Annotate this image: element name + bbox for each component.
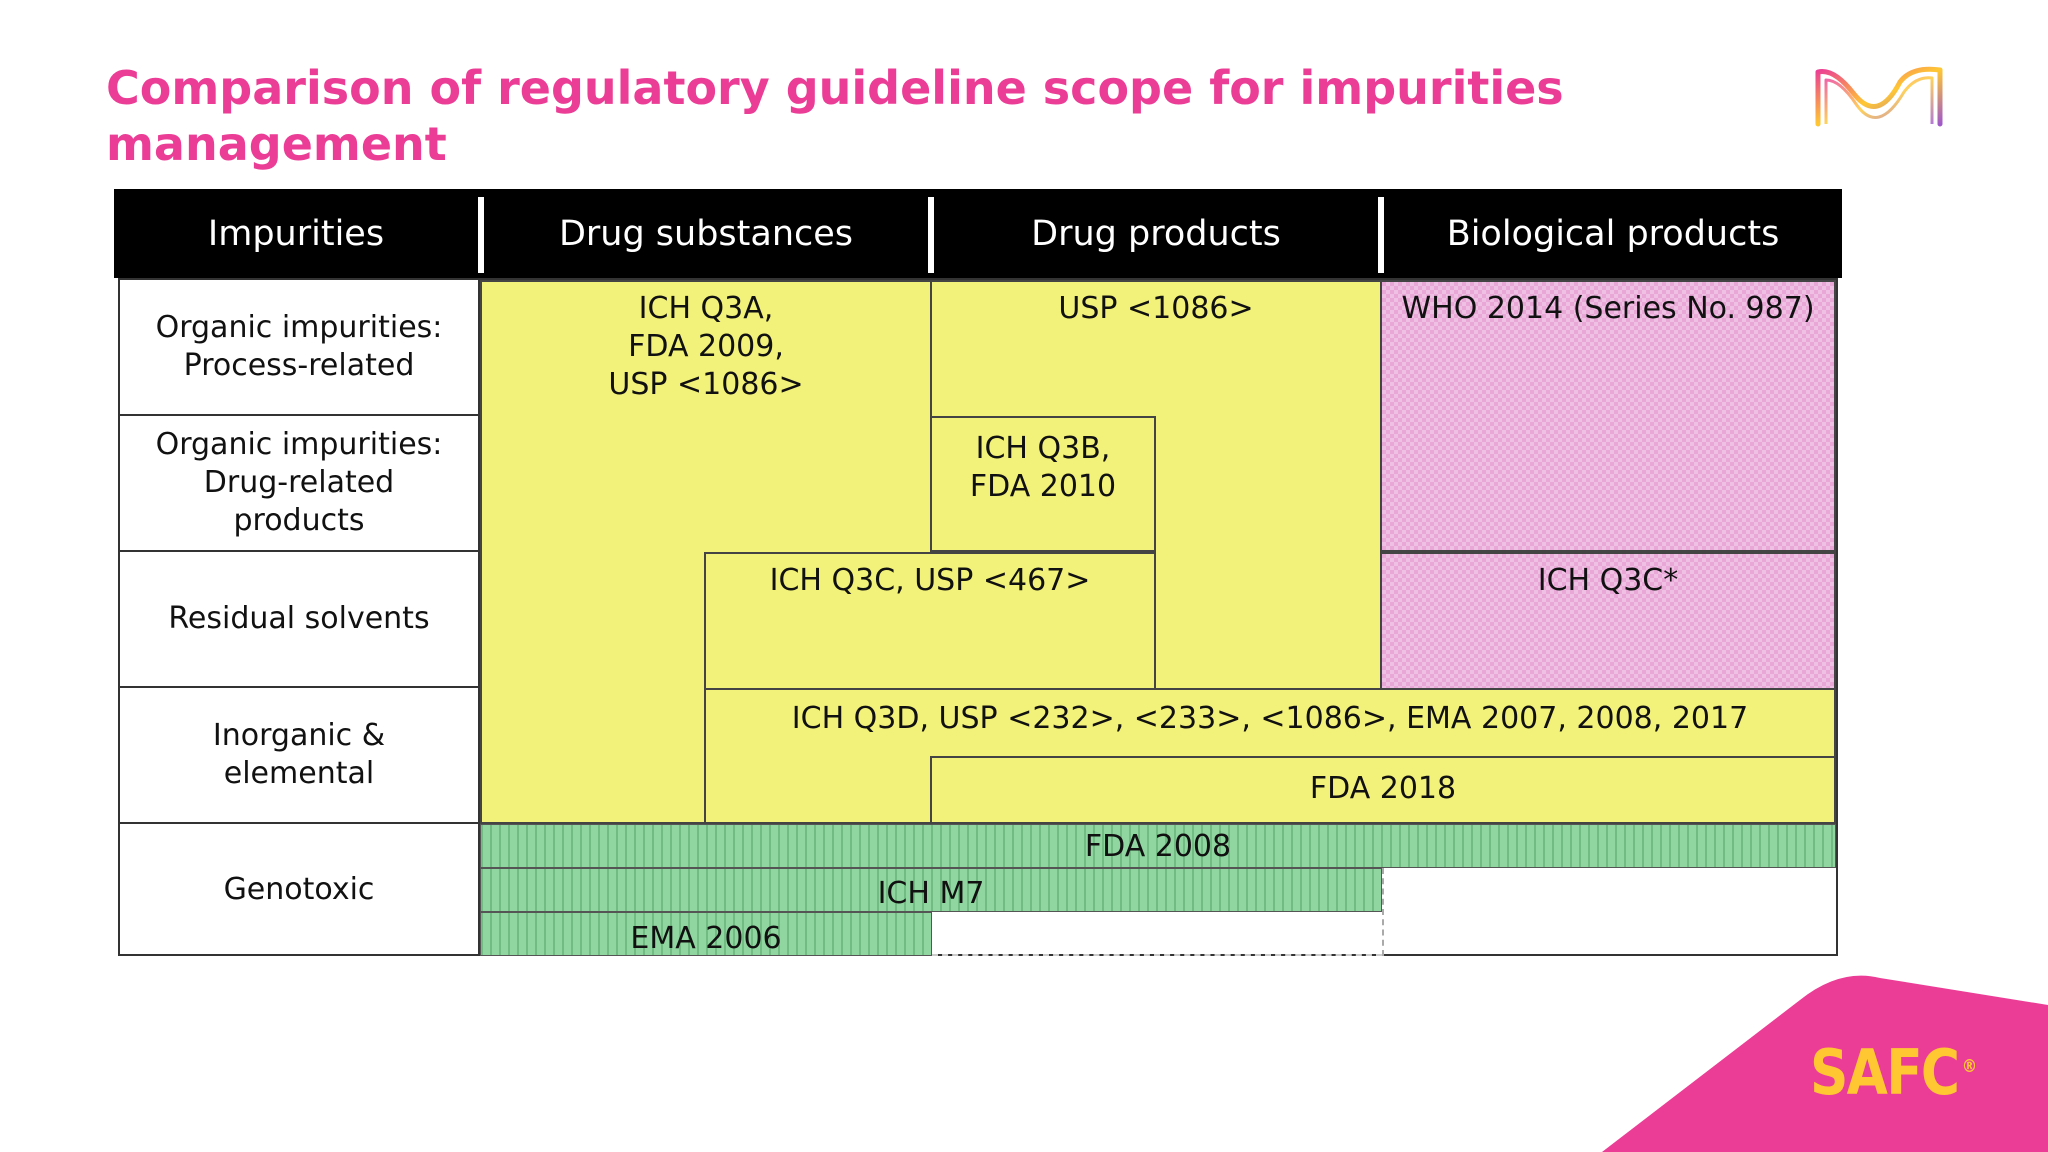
- block-ich-q3d-extension: [704, 756, 932, 824]
- band-fda-2008: FDA 2008: [480, 824, 1836, 868]
- row-label-genotoxic: Genotoxic: [120, 824, 480, 956]
- header-drug-products: Drug products: [1031, 213, 1281, 254]
- block-who-2014: WHO 2014 (Series No. 987): [1380, 280, 1836, 552]
- row-label-process-related: Organic impurities: Process-related: [120, 280, 480, 416]
- slide-title: Comparison of regulatory guideline scope…: [106, 61, 1564, 171]
- header-biological-products: Biological products: [1446, 213, 1780, 254]
- header-impurities: Impurities: [207, 213, 385, 254]
- row-label-inorganic: Inorganic & elemental: [120, 688, 480, 824]
- brand-logo-icon: [1815, 66, 1943, 127]
- table-header: Impurities Drug substances Drug products…: [114, 189, 1842, 278]
- block-ich-q3c-bio: ICH Q3C*: [1380, 552, 1836, 690]
- block-ich-q3d: ICH Q3D, USP <232>, <233>, <1086>, EMA 2…: [704, 688, 1836, 758]
- header-separator: [478, 197, 484, 273]
- header-separator: [1378, 197, 1384, 273]
- band-ema-2006: EMA 2006: [480, 912, 932, 956]
- row-label-residual-solvents: Residual solvents: [120, 552, 480, 688]
- row-label-drug-related: Organic impurities: Drug-related product…: [120, 416, 480, 552]
- brand-text: SAFC: [1810, 1036, 1960, 1109]
- brand-wordmark: SAFC ®: [1810, 1036, 1977, 1109]
- block-usp-1086-extension: [1154, 552, 1382, 690]
- dashed-divider: [932, 954, 1382, 956]
- registered-mark: ®: [1961, 1056, 1978, 1078]
- header-drug-substances: Drug substances: [558, 213, 854, 254]
- header-separator: [928, 197, 934, 273]
- dashed-divider: [1382, 868, 1384, 956]
- guideline-comparison-table: Impurities Drug substances Drug products…: [114, 189, 1842, 957]
- block-fda-2018: FDA 2018: [930, 756, 1836, 824]
- block-ich-q3c: ICH Q3C, USP <467>: [704, 552, 1156, 690]
- band-ich-m7: ICH M7: [480, 868, 1382, 912]
- table-body: Organic impurities: Process-related Orga…: [118, 278, 1838, 956]
- block-ich-q3b: ICH Q3B, FDA 2010: [930, 416, 1156, 552]
